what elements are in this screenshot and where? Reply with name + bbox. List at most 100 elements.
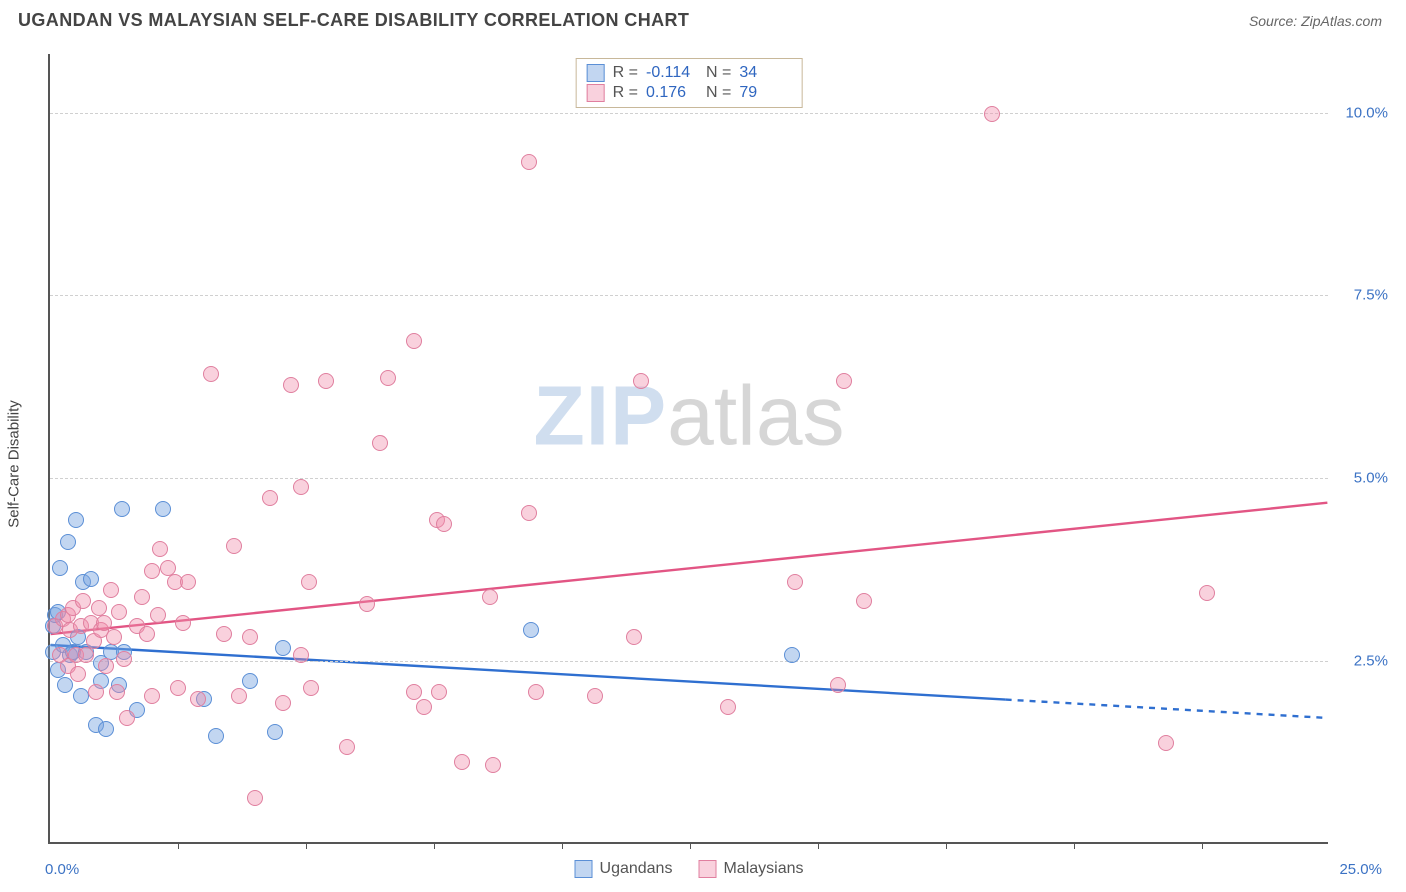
data-point <box>380 370 396 386</box>
watermark: ZIPatlas <box>533 368 844 465</box>
data-point <box>339 739 355 755</box>
data-point <box>98 721 114 737</box>
data-point <box>301 574 317 590</box>
data-point <box>626 629 642 645</box>
data-point <box>190 691 206 707</box>
x-axis-max-label: 25.0% <box>1339 861 1382 878</box>
data-point <box>275 695 291 711</box>
x-tick <box>178 842 179 849</box>
data-point <box>226 538 242 554</box>
data-point <box>150 607 166 623</box>
data-point <box>208 728 224 744</box>
data-point <box>203 366 219 382</box>
data-point <box>1199 585 1215 601</box>
legend-swatch <box>587 84 605 102</box>
data-point <box>836 373 852 389</box>
data-point <box>784 647 800 663</box>
data-point <box>139 626 155 642</box>
data-point <box>406 684 422 700</box>
legend-item: Malaysians <box>698 860 803 878</box>
y-tick-label: 5.0% <box>1354 470 1388 487</box>
data-point <box>103 582 119 598</box>
data-point <box>106 629 122 645</box>
trend-lines <box>50 54 1328 842</box>
scatter-plot: ZIPatlas R =-0.114N =34R =0.176N =79 0.0… <box>48 54 1328 844</box>
data-point <box>787 574 803 590</box>
data-point <box>98 658 114 674</box>
data-point <box>262 490 278 506</box>
x-tick <box>818 842 819 849</box>
data-point <box>114 501 130 517</box>
legend-swatch <box>587 64 605 82</box>
data-point <box>170 680 186 696</box>
y-tick-label: 10.0% <box>1345 104 1388 121</box>
data-point <box>830 677 846 693</box>
source-attribution: Source: ZipAtlas.com <box>1249 13 1382 29</box>
y-axis-title: Self-Care Disability <box>6 400 23 528</box>
data-point <box>247 790 263 806</box>
data-point <box>242 673 258 689</box>
stat-n-value: 34 <box>739 64 791 82</box>
data-point <box>96 615 112 631</box>
data-point <box>359 596 375 612</box>
data-point <box>52 560 68 576</box>
legend-label: Malaysians <box>723 860 803 878</box>
data-point <box>416 699 432 715</box>
data-point <box>83 571 99 587</box>
data-point <box>528 684 544 700</box>
data-point <box>303 680 319 696</box>
data-point <box>134 589 150 605</box>
data-point <box>88 684 104 700</box>
gridline <box>50 113 1328 114</box>
data-point <box>180 574 196 590</box>
stat-n-label: N = <box>706 64 731 82</box>
gridline <box>50 478 1328 479</box>
data-point <box>152 541 168 557</box>
x-tick <box>306 842 307 849</box>
data-point <box>231 688 247 704</box>
stat-n-label: N = <box>706 84 731 102</box>
data-point <box>485 757 501 773</box>
data-point <box>372 435 388 451</box>
data-point <box>521 154 537 170</box>
data-point <box>57 677 73 693</box>
data-point <box>78 647 94 663</box>
x-tick <box>690 842 691 849</box>
x-tick <box>434 842 435 849</box>
stats-row: R = -0.114 N = 34 <box>587 63 792 83</box>
x-tick <box>1074 842 1075 849</box>
stat-r-value: 0.176 <box>646 84 698 102</box>
data-point <box>984 106 1000 122</box>
chart-container: Self-Care Disability ZIPatlas R =-0.114N… <box>48 54 1392 874</box>
data-point <box>73 688 89 704</box>
stat-r-label: R = <box>613 64 638 82</box>
bottom-legend: Ugandans Malaysians <box>575 860 804 878</box>
data-point <box>283 377 299 393</box>
data-point <box>160 560 176 576</box>
data-point <box>242 629 258 645</box>
data-point <box>1158 735 1174 751</box>
data-point <box>856 593 872 609</box>
x-axis-origin-label: 0.0% <box>45 861 79 878</box>
data-point <box>293 479 309 495</box>
data-point <box>144 688 160 704</box>
data-point <box>155 501 171 517</box>
stats-legend-box: R =-0.114N =34R =0.176N =79 <box>576 58 803 108</box>
data-point <box>318 373 334 389</box>
gridline <box>50 661 1328 662</box>
legend-item: Ugandans <box>575 860 673 878</box>
data-point <box>75 593 91 609</box>
data-point <box>587 688 603 704</box>
stat-r-label: R = <box>613 84 638 102</box>
data-point <box>175 615 191 631</box>
data-point <box>60 534 76 550</box>
x-tick <box>1202 842 1203 849</box>
data-point <box>116 651 132 667</box>
stat-r-value: -0.114 <box>646 64 698 82</box>
data-point <box>216 626 232 642</box>
legend-label: Ugandans <box>600 860 673 878</box>
legend-swatch <box>698 860 716 878</box>
y-tick-label: 7.5% <box>1354 287 1388 304</box>
data-point <box>436 516 452 532</box>
data-point <box>68 512 84 528</box>
